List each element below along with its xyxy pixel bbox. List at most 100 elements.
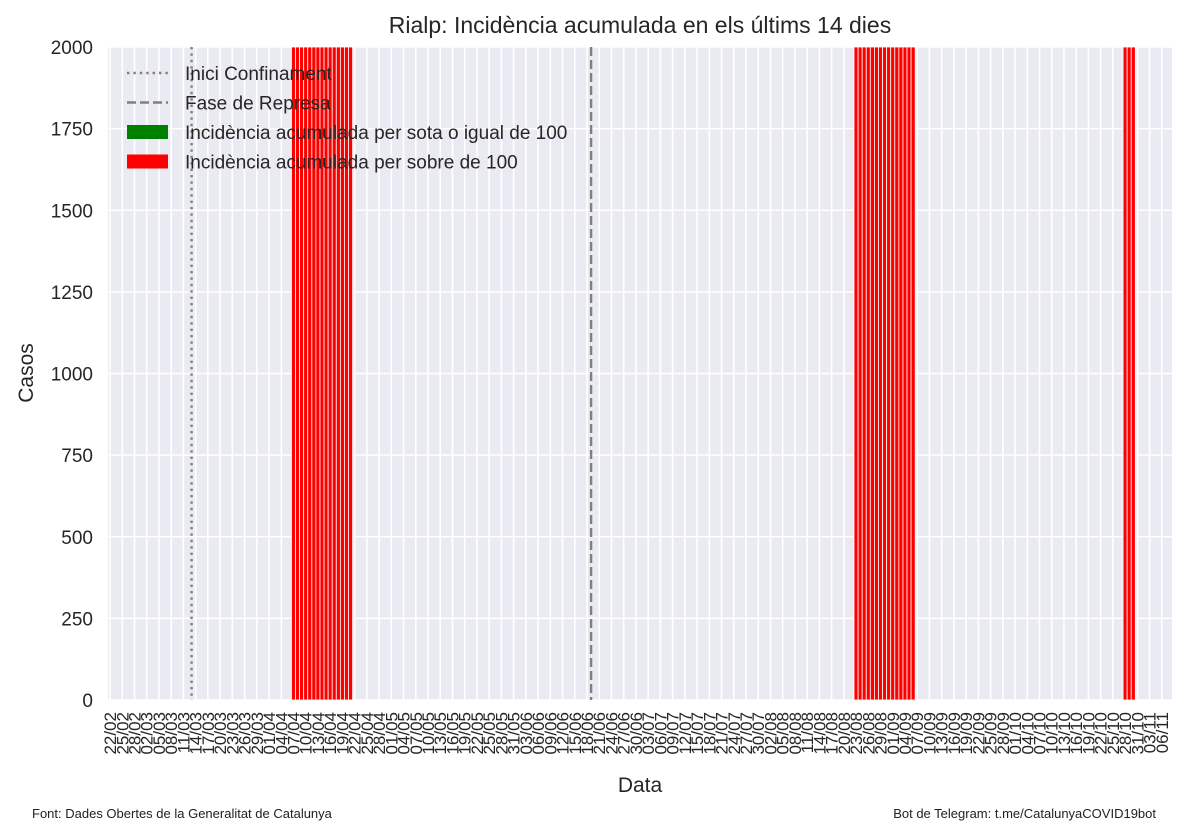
y-tick-label: 250 bbox=[61, 609, 93, 630]
x-tick-label: 15/07 bbox=[688, 712, 707, 755]
bar bbox=[344, 46, 349, 701]
bar bbox=[307, 46, 313, 701]
x-tick-label: 06/06 bbox=[529, 712, 548, 755]
x-tick-label: 24/07 bbox=[725, 712, 744, 755]
x-tick-label: 03/11 bbox=[1141, 712, 1160, 753]
x-tick-label: 16/04 bbox=[321, 712, 340, 755]
y-tick-label: 750 bbox=[61, 446, 93, 467]
x-tick-label: 11/08 bbox=[798, 712, 817, 753]
x-axis-label: Data bbox=[618, 774, 663, 797]
bar bbox=[857, 46, 863, 701]
x-tick-label: 13/05 bbox=[431, 712, 450, 755]
x-tick-label: 30/06 bbox=[627, 712, 646, 755]
x-tick-label: 18/06 bbox=[578, 712, 597, 755]
x-tick-label: 03/07 bbox=[639, 712, 658, 755]
bar bbox=[878, 46, 883, 701]
bar bbox=[348, 46, 353, 701]
x-tick-label: 30/07 bbox=[749, 712, 768, 755]
bar bbox=[331, 46, 337, 701]
x-tick-label: 04/04 bbox=[272, 712, 291, 755]
x-tick-label: 22/09 bbox=[969, 712, 988, 755]
x-tick-label: 13/09 bbox=[933, 712, 952, 755]
x-tick-label: 09/06 bbox=[541, 712, 560, 755]
x-tick-label: 18/07 bbox=[700, 712, 719, 755]
chart: Rialp: Incidència acumulada en els últim… bbox=[15, 12, 1172, 797]
x-tick-label: 20/08 bbox=[835, 712, 854, 755]
x-tick-label: 07/10 bbox=[1031, 712, 1050, 755]
bar bbox=[311, 46, 317, 701]
bar bbox=[886, 46, 892, 701]
x-tick-label: 15/06 bbox=[566, 712, 585, 755]
x-tick-label: 22/10 bbox=[1092, 712, 1111, 755]
x-tick-label: 25/09 bbox=[982, 712, 1001, 755]
x-tick-label: 13/10 bbox=[1055, 712, 1074, 755]
bar bbox=[890, 46, 896, 701]
x-tick-label: 02/03 bbox=[138, 712, 157, 755]
bar bbox=[894, 46, 900, 701]
legend-above-100-label: Incidència acumulada per sobre de 100 bbox=[185, 153, 518, 174]
x-tick-label: 22/02 bbox=[101, 712, 120, 755]
legend-lockdown-label: Inici Confinament bbox=[185, 64, 333, 85]
x-tick-label: 19/04 bbox=[333, 712, 352, 755]
legend: Inici Confinament Fase de Represa Incidènc… bbox=[127, 64, 567, 174]
bar bbox=[335, 46, 341, 701]
x-tick-label: 06/07 bbox=[651, 712, 670, 755]
x-tick-label: 08/08 bbox=[786, 712, 805, 755]
bar bbox=[910, 46, 916, 701]
x-tick-label: 01/05 bbox=[382, 712, 401, 755]
x-tick-label: 22/05 bbox=[468, 712, 487, 755]
y-tick-label: 0 bbox=[82, 691, 93, 712]
x-tick-label: 03/06 bbox=[517, 712, 536, 755]
chart-title: Rialp: Incidència acumulada en els últim… bbox=[389, 12, 891, 38]
legend-above-100-swatch bbox=[127, 154, 168, 169]
x-tick-label: 10/10 bbox=[1043, 712, 1062, 755]
x-tick-label: 10/09 bbox=[920, 712, 939, 755]
x-tick-label: 16/05 bbox=[443, 712, 462, 755]
x-tick-label: 12/06 bbox=[554, 712, 573, 755]
x-tick-label: 28/09 bbox=[994, 712, 1013, 755]
bar bbox=[869, 46, 875, 701]
x-tick-label: 06/11 bbox=[1153, 712, 1172, 753]
x-tick-label: 31/05 bbox=[505, 712, 524, 755]
legend-reopening-label: Fase de Represa bbox=[185, 94, 331, 115]
bar bbox=[902, 46, 908, 701]
bar bbox=[865, 46, 871, 701]
x-tick-label: 01/04 bbox=[260, 712, 279, 755]
x-tick-label: 25/02 bbox=[113, 712, 132, 755]
x-tick-label: 19/05 bbox=[456, 712, 475, 755]
x-tick-label: 23/03 bbox=[223, 712, 242, 755]
bar bbox=[291, 46, 296, 701]
x-tick-label: 28/10 bbox=[1116, 712, 1135, 755]
x-tick-label: 19/09 bbox=[957, 712, 976, 755]
bar bbox=[906, 46, 912, 701]
bar bbox=[874, 46, 879, 701]
bar bbox=[882, 46, 888, 701]
x-tick-label: 10/05 bbox=[419, 712, 438, 755]
x-tick-label: 25/10 bbox=[1104, 712, 1123, 755]
bar bbox=[295, 46, 301, 701]
bar bbox=[327, 46, 333, 701]
bar bbox=[323, 46, 329, 701]
x-tick-label: 11/03 bbox=[174, 712, 193, 753]
bar bbox=[1126, 46, 1132, 701]
x-tick-label: 28/04 bbox=[370, 712, 389, 755]
x-tick-label: 07/09 bbox=[908, 712, 927, 755]
x-tick-label: 10/04 bbox=[297, 712, 316, 755]
legend-below-100-label: Incidència acumulada per sota o igual de… bbox=[185, 123, 567, 144]
bar bbox=[861, 46, 867, 701]
x-tick-label: 29/03 bbox=[248, 712, 267, 755]
x-tick-label: 04/09 bbox=[896, 712, 915, 755]
bar bbox=[299, 46, 305, 701]
y-tick-label: 1250 bbox=[51, 283, 93, 304]
y-tick-label: 1000 bbox=[51, 365, 93, 386]
bar bbox=[315, 46, 321, 701]
y-tick-label: 1500 bbox=[51, 201, 93, 222]
x-tick-label: 09/07 bbox=[664, 712, 683, 755]
x-tick-label: 14/08 bbox=[810, 712, 829, 755]
x-tick-label: 01/10 bbox=[1006, 712, 1025, 755]
legend-below-100-swatch bbox=[127, 125, 168, 139]
x-tick-label: 29/08 bbox=[872, 712, 891, 755]
bot-credit: Bot de Telegram: t.me/CatalunyaCOVID19bo… bbox=[893, 806, 1156, 821]
x-tick-label: 05/03 bbox=[150, 712, 169, 755]
x-tick-label: 25/04 bbox=[358, 712, 377, 755]
